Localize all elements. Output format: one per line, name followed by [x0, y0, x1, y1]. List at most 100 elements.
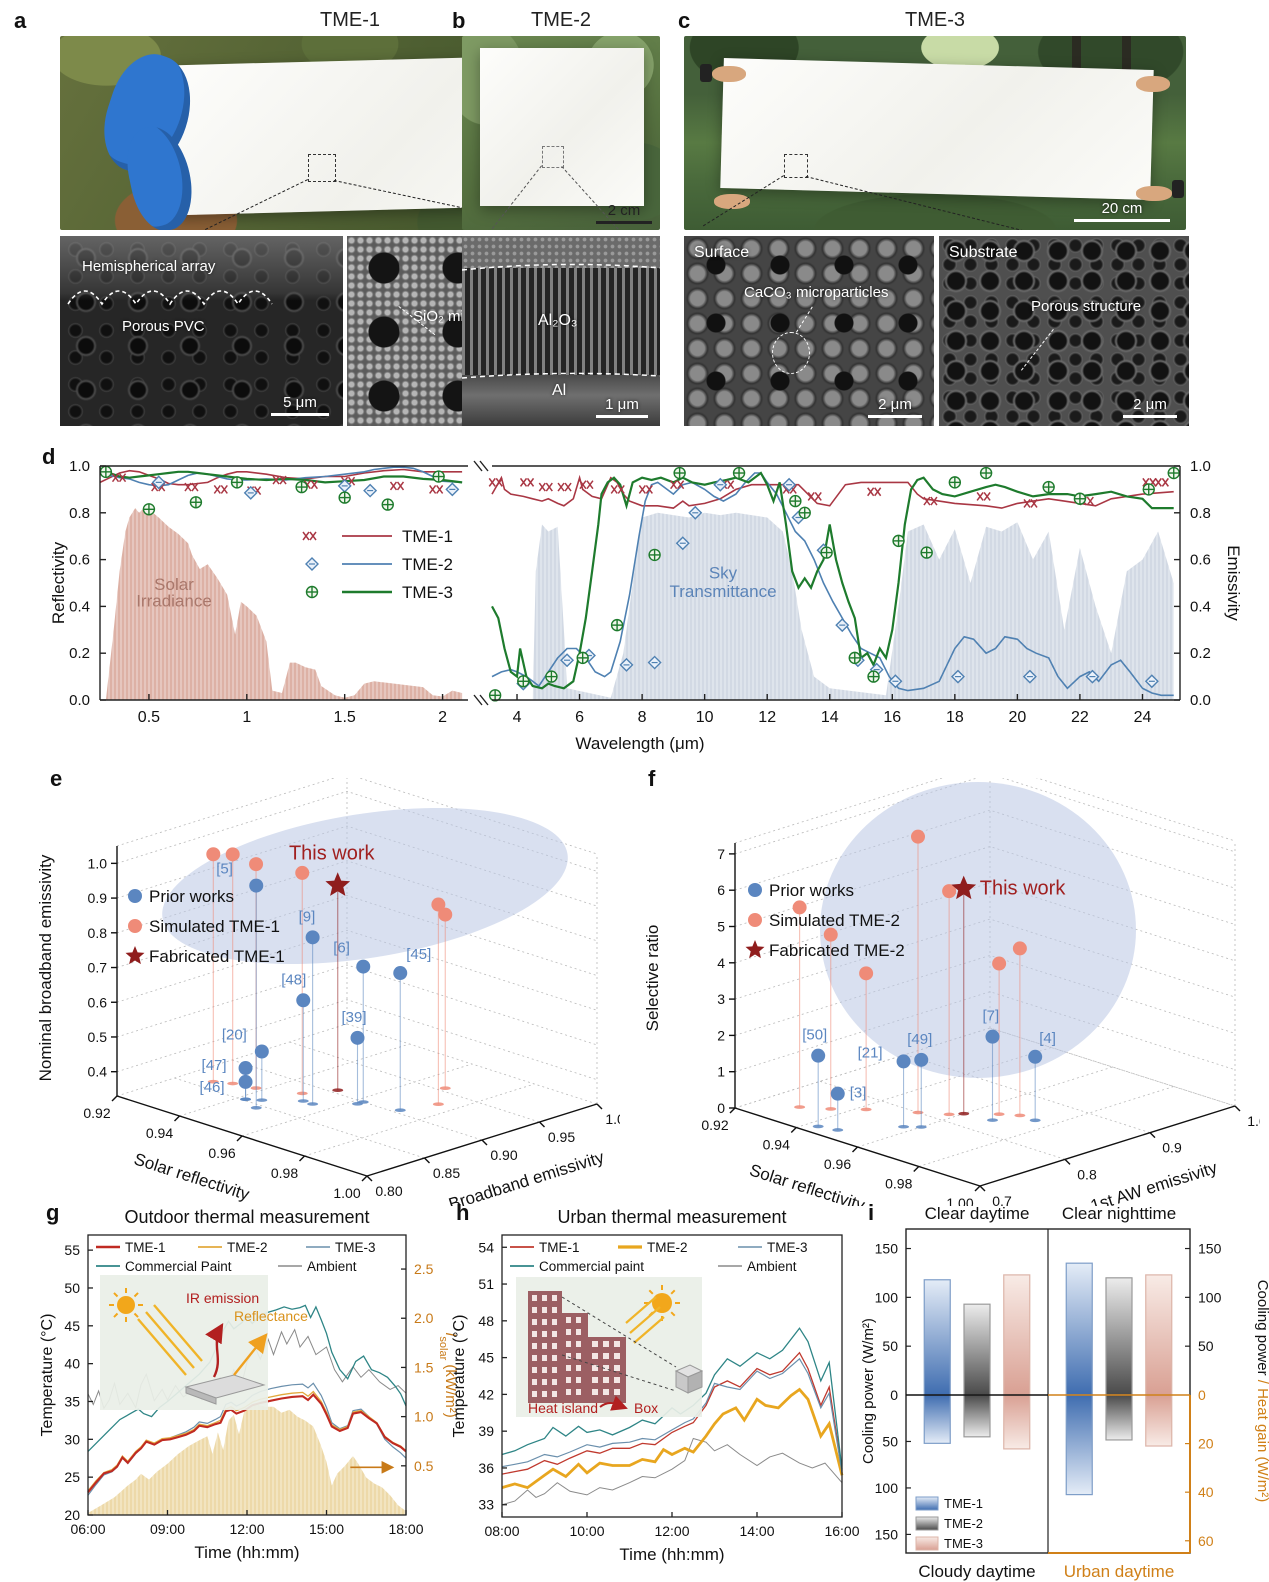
svg-text:0.8: 0.8 [1077, 1166, 1097, 1182]
prior-point [985, 1029, 1000, 1044]
al2o3-bottom-boundary [462, 372, 660, 379]
tme2-film [480, 48, 644, 206]
svg-text:[4]: [4] [1039, 1030, 1056, 1047]
scalebar-sem-a1-text: 5 μm [283, 394, 317, 411]
reflectance-arrow [233, 1333, 268, 1376]
svg-text:Urban daytime: Urban daytime [1064, 1562, 1175, 1581]
svg-text:24: 24 [1134, 709, 1152, 726]
hemisphere-arc-decoration [67, 290, 273, 306]
svg-text:4: 4 [513, 709, 522, 726]
svg-text:2.0: 2.0 [414, 1310, 434, 1326]
ir-emission-arrow [205, 1322, 224, 1378]
svg-text:[9]: [9] [299, 908, 316, 925]
svg-text:0: 0 [717, 1100, 725, 1116]
panel-d-label: d [42, 444, 56, 469]
sem-c1-circle [772, 332, 810, 374]
svg-text:[5]: [5] [216, 861, 233, 878]
svg-text:Outdoor thermal measurement: Outdoor thermal measurement [124, 1207, 369, 1227]
svg-text:IR emission: IR emission [186, 1290, 259, 1306]
svg-text:0.98: 0.98 [885, 1176, 912, 1192]
sem-c1-pointer [796, 306, 813, 333]
sun-ray [137, 1318, 187, 1376]
panel-f-label: f [648, 766, 656, 791]
prior-point [1028, 1049, 1043, 1064]
svg-text:50: 50 [882, 1338, 898, 1354]
svg-text:[6]: [6] [333, 940, 350, 957]
panel-g-label: g [46, 1200, 60, 1225]
svg-text:1.00: 1.00 [605, 1111, 620, 1127]
svg-text:50: 50 [1198, 1338, 1214, 1354]
svg-text:1.0: 1.0 [414, 1409, 434, 1425]
svg-text:60: 60 [1198, 1533, 1214, 1549]
svg-text:0.95: 0.95 [548, 1129, 575, 1145]
svg-text:14:00: 14:00 [739, 1523, 774, 1539]
series-tme3 [501, 1357, 843, 1473]
svg-text:1.5: 1.5 [334, 709, 356, 726]
svg-text:Commercial paint: Commercial paint [539, 1259, 644, 1274]
svg-text:[7]: [7] [983, 1008, 1000, 1025]
svg-text:1.0: 1.0 [88, 855, 108, 871]
svg-text:3: 3 [717, 991, 725, 1007]
bar-down-blue [1065, 1394, 1093, 1496]
svg-text:20: 20 [64, 1507, 80, 1523]
svg-text:0.2: 0.2 [69, 645, 90, 662]
roi-box-a [308, 154, 336, 182]
simulated-point [206, 847, 221, 862]
bar-up-pink [1145, 1274, 1173, 1396]
svg-text:[20]: [20] [222, 1027, 247, 1044]
svg-text:6: 6 [575, 709, 584, 726]
svg-text:Ambient: Ambient [307, 1259, 357, 1274]
svg-text:09:00: 09:00 [150, 1521, 185, 1537]
svg-text:39: 39 [478, 1423, 494, 1439]
svg-text:2: 2 [717, 1027, 725, 1043]
scalebar-b-text: 2 cm [607, 202, 641, 219]
svg-text:Fabricated TME-2: Fabricated TME-2 [769, 941, 905, 960]
svg-text:10: 10 [696, 709, 714, 726]
svg-text:12:00: 12:00 [229, 1521, 264, 1537]
chart-d: 0.0 0.0 0.2 0.2 0.4 0.4 0.6 0.6 0.8 0.8 1.0 1.0 0.5 1… [49, 458, 1243, 763]
prior-point [356, 959, 371, 974]
sem-tme2: Al₂O₃ Al 1 μm [462, 236, 660, 426]
sem-tme1-crosssection: Hemispherical array Porous PVC 5 μm [60, 236, 343, 426]
svg-text:[50]: [50] [802, 1027, 827, 1044]
svg-text:08:00: 08:00 [484, 1523, 519, 1539]
svg-text:TME-2: TME-2 [647, 1240, 688, 1255]
frame [87, 1234, 407, 1516]
svg-text:35: 35 [64, 1393, 80, 1409]
svg-text:18: 18 [946, 709, 964, 726]
bar-up-blue [923, 1279, 951, 1396]
svg-text:TME-2: TME-2 [944, 1516, 983, 1531]
svg-text:Ambient: Ambient [747, 1259, 797, 1274]
simulated-point [992, 956, 1007, 971]
svg-text:0.4: 0.4 [69, 598, 90, 615]
svg-text:0.96: 0.96 [208, 1145, 235, 1161]
svg-text:16: 16 [883, 709, 901, 726]
sem-tme3-substrate: Substrate Porous structure 2 μm [939, 236, 1189, 426]
svg-text:Emissivity: Emissivity [1224, 545, 1240, 621]
svg-text:0.9: 0.9 [88, 890, 108, 906]
simulated-point [431, 897, 446, 912]
simulated-point [859, 966, 874, 981]
svg-text:Broadband emissivity: Broadband emissivity [446, 1147, 606, 1206]
panel-b-title: TME-2 [531, 9, 591, 31]
svg-text:40: 40 [64, 1356, 80, 1372]
svg-text:0.0: 0.0 [69, 692, 90, 709]
svg-text:4: 4 [717, 955, 725, 971]
simulated-point [249, 857, 264, 872]
svg-text:[45]: [45] [406, 946, 431, 963]
svg-text:Heat island: Heat island [528, 1400, 598, 1416]
svg-text:0.92: 0.92 [83, 1105, 110, 1121]
bar-up-blue [1065, 1262, 1093, 1396]
prior-point [350, 1030, 365, 1045]
svg-text:TME-1: TME-1 [944, 1496, 983, 1511]
svg-text:0.2: 0.2 [1190, 645, 1211, 662]
sky-transmittance-fill [492, 512, 1174, 700]
curve-ir-tme2 [491, 472, 1174, 697]
svg-text:48: 48 [478, 1313, 494, 1329]
svg-text:16:00: 16:00 [824, 1523, 859, 1539]
svg-text:20: 20 [1008, 709, 1026, 726]
svg-text:0.5: 0.5 [414, 1458, 434, 1474]
svg-text:0.4: 0.4 [88, 1064, 108, 1080]
prior-point [305, 930, 320, 945]
svg-text:TME-1: TME-1 [539, 1240, 580, 1255]
